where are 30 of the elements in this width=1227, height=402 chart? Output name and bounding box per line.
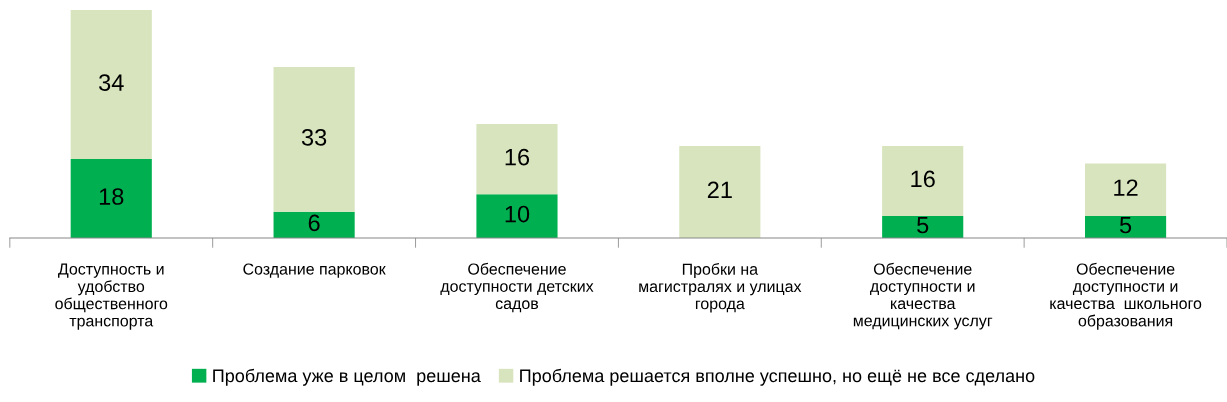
x-tick-label: Обеспечение доступности детских садов bbox=[440, 262, 594, 313]
bar bbox=[476, 124, 558, 195]
data-label: 21 bbox=[707, 181, 732, 199]
bar bbox=[476, 194, 558, 238]
bar bbox=[273, 67, 355, 212]
x-tick-label: Создание парковок bbox=[243, 263, 386, 278]
legend-label: Проблема решается вполне успешно, но ещё не все сделано bbox=[520, 368, 1035, 386]
x-tick-label: Доступность и удобство общественного транспорта bbox=[55, 263, 168, 330]
data-label: 16 bbox=[911, 170, 935, 188]
x-tick-label: Обеспечение доступности и качества школьного образования bbox=[1050, 262, 1202, 330]
data-label: 6 bbox=[308, 214, 320, 232]
bar bbox=[882, 145, 964, 217]
data-label: 5 bbox=[1119, 216, 1132, 234]
bar bbox=[1085, 163, 1167, 217]
bar bbox=[70, 10, 152, 160]
data-label: 34 bbox=[99, 74, 124, 91]
data-label: 33 bbox=[301, 128, 327, 146]
bar bbox=[1085, 216, 1167, 238]
bar bbox=[70, 159, 152, 238]
x-tick-label: Пробки на магистралях и улицах города bbox=[639, 262, 802, 313]
x-tick-label: Обеспечение доступности и качества медицинских услуг bbox=[853, 262, 993, 330]
data-label: 12 bbox=[1114, 179, 1138, 196]
data-label: 16 bbox=[505, 148, 530, 166]
legend-label: Проблема уже в целом решена bbox=[213, 368, 481, 386]
data-label: 18 bbox=[99, 188, 124, 205]
bar bbox=[882, 216, 964, 238]
data-label: 10 bbox=[505, 205, 530, 223]
bar bbox=[679, 145, 761, 238]
data-label: 5 bbox=[917, 216, 929, 234]
bar bbox=[273, 211, 355, 238]
